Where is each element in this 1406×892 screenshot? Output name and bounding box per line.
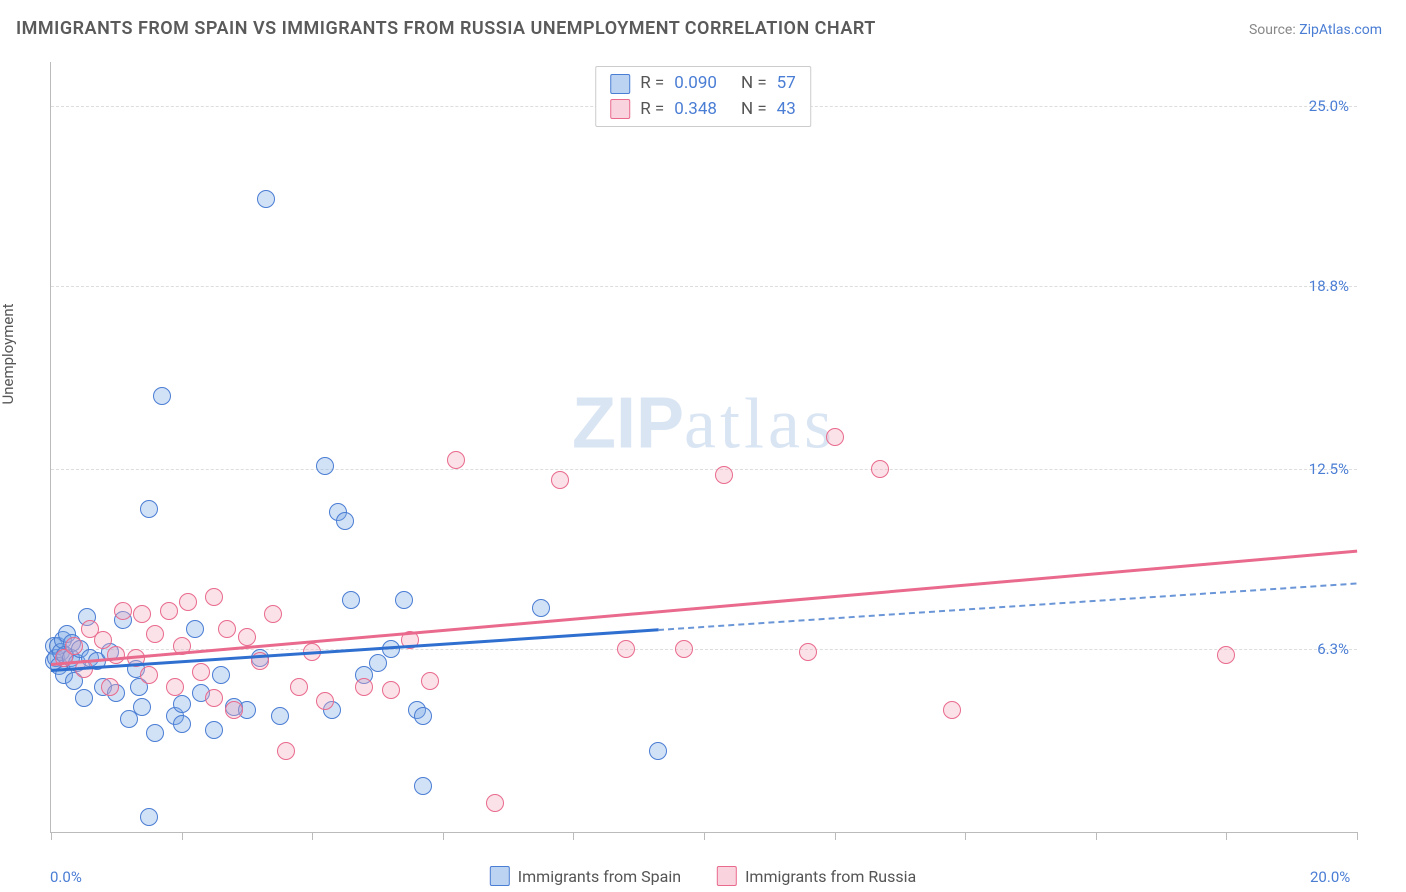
trend-line <box>658 582 1357 630</box>
legend-item: Immigrants from Spain <box>490 866 681 886</box>
x-tick <box>182 832 183 840</box>
legend-series: Immigrants from Spain Immigrants from Rus… <box>490 866 916 886</box>
data-point <box>146 724 164 742</box>
data-point <box>277 742 295 760</box>
data-point <box>369 654 387 672</box>
data-point <box>65 637 83 655</box>
x-tick <box>1226 832 1227 840</box>
data-point <box>107 646 125 664</box>
data-point <box>414 707 432 725</box>
data-point <box>192 663 210 681</box>
data-point <box>186 620 204 638</box>
x-tick <box>704 832 705 840</box>
data-point <box>826 428 844 446</box>
source-label: Source: <box>1249 22 1296 38</box>
data-point <box>173 715 191 733</box>
data-point <box>205 588 223 606</box>
data-point <box>336 512 354 530</box>
y-tick-label: 25.0% <box>1309 97 1349 115</box>
data-point <box>551 471 569 489</box>
data-point <box>94 631 112 649</box>
x-tick <box>1357 832 1358 840</box>
data-point <box>316 692 334 710</box>
data-point <box>649 742 667 760</box>
gridline <box>51 286 1357 287</box>
data-point <box>486 794 504 812</box>
data-point <box>271 707 289 725</box>
data-point <box>421 672 439 690</box>
data-point <box>173 695 191 713</box>
legend-stat-row: R = 0.090N = 57 <box>610 71 796 97</box>
y-tick-label: 12.5% <box>1309 460 1349 478</box>
data-point <box>101 678 119 696</box>
data-point <box>342 591 360 609</box>
data-point <box>212 666 230 684</box>
data-point <box>395 591 413 609</box>
x-tick <box>573 832 574 840</box>
data-point <box>715 466 733 484</box>
data-point <box>264 605 282 623</box>
data-point <box>257 190 275 208</box>
data-point <box>218 620 236 638</box>
page-title: IMMIGRANTS FROM SPAIN VS IMMIGRANTS FROM… <box>16 18 876 39</box>
data-point <box>179 593 197 611</box>
x-tick <box>443 832 444 840</box>
plot-region: ZIPatlas 6.3% 12.5% 18.8% 25.0% <box>50 62 1357 833</box>
x-tick <box>965 832 966 840</box>
data-point <box>146 625 164 643</box>
data-point <box>140 808 158 826</box>
data-point <box>871 460 889 478</box>
data-point <box>205 721 223 739</box>
data-point <box>355 678 373 696</box>
data-point <box>238 628 256 646</box>
data-point <box>414 777 432 795</box>
data-point <box>290 678 308 696</box>
data-point <box>153 387 171 405</box>
legend-stats: R = 0.090N = 57R = 0.348N = 43 <box>595 66 811 127</box>
y-tick-label: 18.8% <box>1309 277 1349 295</box>
data-point <box>1217 646 1235 664</box>
data-point <box>532 599 550 617</box>
data-point <box>133 605 151 623</box>
chart-area: ZIPatlas 6.3% 12.5% 18.8% 25.0% R = 0.090N … <box>50 62 1356 832</box>
legend-swatch <box>610 74 630 94</box>
data-point <box>943 701 961 719</box>
source-link[interactable]: ZipAtlas.com <box>1299 22 1382 38</box>
watermark: ZIPatlas <box>572 382 836 465</box>
legend-swatch <box>610 99 630 119</box>
y-tick-label: 6.3% <box>1317 640 1349 658</box>
data-point <box>140 500 158 518</box>
x-tick <box>51 832 52 840</box>
x-axis-label: 0.0% <box>50 868 82 886</box>
x-tick <box>835 832 836 840</box>
legend-stat-row: R = 0.348N = 43 <box>610 97 796 123</box>
data-point <box>382 681 400 699</box>
data-point <box>617 640 635 658</box>
data-point <box>799 643 817 661</box>
data-point <box>166 678 184 696</box>
y-axis-label: Unemployment <box>0 303 17 404</box>
data-point <box>160 602 178 620</box>
data-point <box>133 698 151 716</box>
data-point <box>114 602 132 620</box>
source-attribution: Source: ZipAtlas.com <box>1249 22 1382 38</box>
legend-swatch <box>490 866 510 886</box>
data-point <box>316 457 334 475</box>
gridline <box>51 469 1357 470</box>
x-tick <box>1096 832 1097 840</box>
x-tick <box>312 832 313 840</box>
data-point <box>205 689 223 707</box>
data-point <box>447 451 465 469</box>
legend-item: Immigrants from Russia <box>717 866 916 886</box>
x-axis-label: 20.0% <box>1310 868 1350 886</box>
data-point <box>75 689 93 707</box>
gridline <box>51 649 1357 650</box>
legend-swatch <box>717 866 737 886</box>
data-point <box>225 701 243 719</box>
data-point <box>140 666 158 684</box>
data-point <box>675 640 693 658</box>
